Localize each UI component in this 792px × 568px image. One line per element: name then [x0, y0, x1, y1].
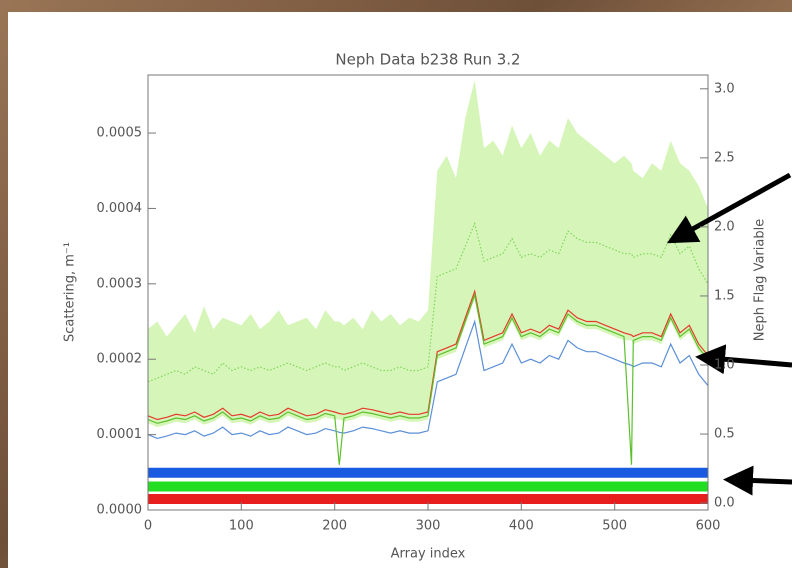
y-tick-label: 0.0003	[97, 276, 143, 291]
y2-tick-label: 2.5	[714, 150, 735, 165]
range-band	[148, 80, 708, 427]
y-tick-label: 0.0002	[97, 352, 143, 367]
y2-tick-label: 3.0	[714, 81, 735, 96]
y2-tick-label: 0.5	[714, 427, 735, 442]
y2-tick-label: 2.0	[714, 219, 735, 234]
y-axis-label: Scattering, m⁻¹	[63, 242, 78, 342]
x-axis-label: Array index	[391, 547, 466, 562]
y-tick-label: 0.0004	[97, 201, 143, 216]
x-tick-label: 200	[322, 519, 347, 534]
x-tick-label: 500	[602, 519, 627, 534]
x-tick-label: 0	[144, 519, 152, 534]
x-tick-label: 600	[696, 519, 721, 534]
y2-tick-label: 1.5	[714, 288, 735, 303]
y2-tick-label: 1.0	[714, 358, 735, 373]
arrow	[738, 480, 792, 482]
x-tick-label: 100	[229, 519, 254, 534]
chart-title: Neph Data b238 Run 3.2	[335, 51, 520, 69]
y2-axis-label: Neph Flag Variable	[753, 219, 768, 341]
y2-tick-label: 0.0	[714, 496, 735, 511]
x-tick-label: 400	[509, 519, 534, 534]
y-tick-label: 0.0005	[97, 126, 143, 141]
y-tick-label: 0.0001	[97, 427, 143, 442]
page: Neph Data b238 Run 3.2 Array index Scatt…	[0, 0, 792, 568]
y-tick-label: 0.0000	[97, 503, 143, 518]
x-tick-label: 300	[416, 519, 441, 534]
chart: Neph Data b238 Run 3.2 Array index Scatt…	[0, 0, 792, 568]
